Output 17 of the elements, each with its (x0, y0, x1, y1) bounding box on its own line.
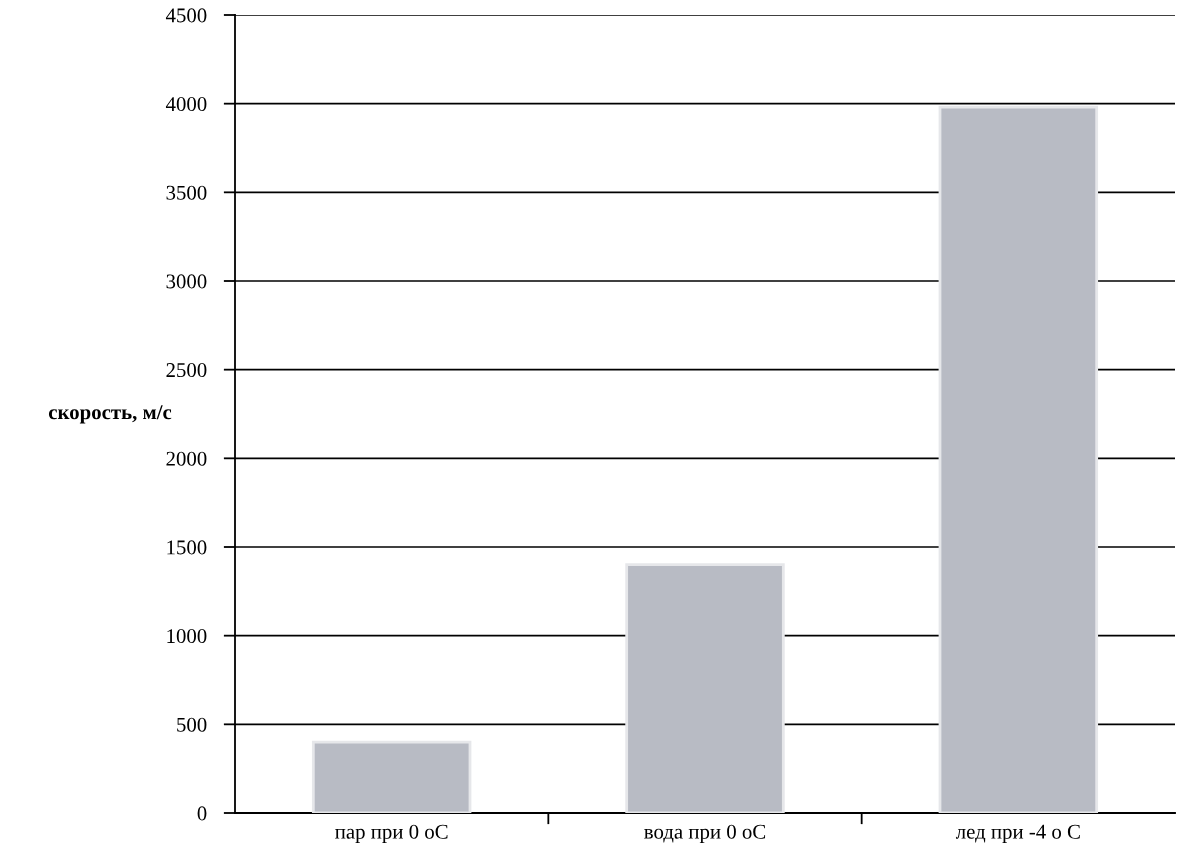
y-tick-label: 1500 (167, 540, 207, 555)
y-tick-label: 500 (177, 717, 207, 732)
bar (625, 563, 785, 813)
y-tick-label: 2000 (166, 451, 207, 466)
y-axis-title: скорость, м/с (48, 405, 172, 424)
y-tick-label: 4500 (165, 8, 207, 23)
y-tick-label: 2500 (166, 363, 207, 378)
y-tick-label: 4000 (165, 97, 207, 112)
y-tick-label: 0 (197, 806, 207, 821)
y-tick-label: 3500 (166, 185, 207, 200)
bar (311, 740, 472, 813)
y-tick-label: 1000 (167, 629, 207, 644)
x-tick-label: лед при -4 о С (955, 824, 1080, 843)
y-tick-label: 3000 (166, 274, 207, 289)
x-tick-label: пар при 0 оС (335, 824, 448, 843)
x-tick-label: вода при 0 оС (644, 824, 766, 843)
bar (938, 105, 1099, 813)
